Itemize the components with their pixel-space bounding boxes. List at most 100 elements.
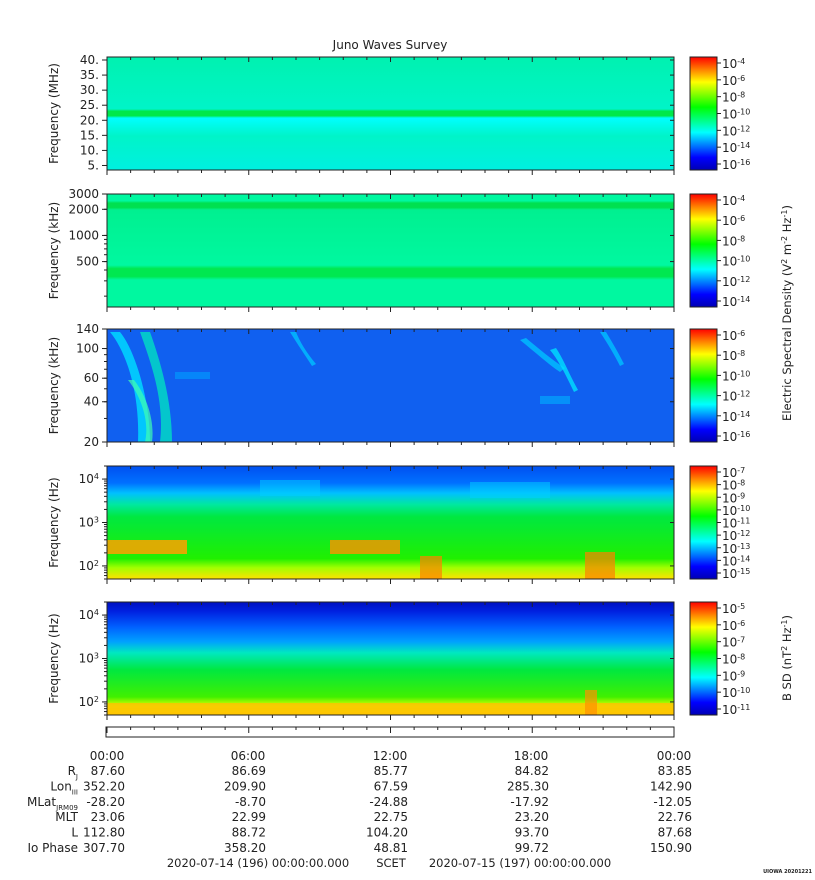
panel-3-image [107,466,674,579]
panel-0-cbar-tick-label: 10-4 [722,57,745,72]
panel-2-cbar-tick-label: 10-12 [722,389,750,404]
shared-cbar-part-4: Hz [780,218,794,236]
panel-0-ytick-label: 20. [80,113,99,127]
ephemeris-value: 84.82 [515,764,549,778]
panel-0-cbar-tick-label: 10-8 [722,90,745,105]
panel-0-cbar-tick-label: 10-10 [722,107,750,122]
panel-4-ytick-label: 103 [79,651,99,666]
time-tick-label: 00:00 [90,749,125,763]
ephemeris-value: 85.77 [374,764,408,778]
bsd-cbar-part-4: ) [780,615,794,620]
panel-0-cbar-tick-label: 10-16 [722,158,750,173]
panel-2-cbar-tick-label: 10-8 [722,349,745,364]
panel-4-ytick-label: 102 [79,694,99,709]
panel-3-colorbar-fill [689,465,718,580]
ephemeris-value: 285.30 [507,779,549,793]
ephemeris-value: 352.20 [83,779,125,793]
shared-cbar-part-1: 2 [780,259,789,264]
ephemeris-row-label: Io Phase [27,841,78,855]
panel-4-ylabel: Frequency (Hz) [47,613,61,704]
panel-2-cbar-tick-label: 10-14 [722,409,750,424]
panel-0-cbar-tick-label: 10-12 [722,124,750,139]
panel-4-cbar-tick-label: 10-10 [722,686,750,701]
ephemeris-value: -17.92 [510,795,549,809]
time-tick-label: 18:00 [514,749,549,763]
panel-1-ytick-label: 3000 [68,187,99,201]
panel-0-ytick-label: 25. [80,98,99,112]
shared-cbar-part-5: -1 [780,210,789,218]
panel-3-cbar-tick-label: 10-8 [722,478,745,493]
panel-0-ytick-label: 35. [80,68,99,82]
panel-0-ytick-label: 30. [80,83,99,97]
panel-2-ytick-label: 100 [76,342,99,356]
ephemeris-value: 22.99 [232,810,266,824]
time-tick-label: 00:00 [657,749,692,763]
panel-4-ytick-label: 104 [79,608,99,623]
panel-3-cbar-tick-label: 10-9 [722,491,745,506]
panel-1-colorbar: 10-4 10-6 10-8 10-10 10-12 10-14 [689,193,750,310]
bsd-cbar-part-1: 2 [780,646,789,651]
panel-0-ytick-label: 40. [80,53,99,67]
ephemeris-value: 99.72 [515,841,549,855]
ephemeris-value: 104.20 [366,826,408,840]
ephemeris-value: 112.80 [83,826,125,840]
panel-4-cbar-tick-label: 10-9 [722,669,745,684]
panel-0-ylabel: Frequency (MHz) [47,63,61,164]
ephemeris-value: 22.76 [658,810,692,824]
panel-1-cbar-tick-label: 10-10 [722,254,750,269]
panel-2-ytick-label: 40 [84,395,99,409]
ephemeris-value: 142.90 [650,779,692,793]
panel-1-colorbar-fill [689,193,718,308]
bsd-cbar-part-3: -1 [780,619,789,627]
panel-0-colorbar-fill [689,56,718,171]
panel-0-cbar-tick-label: 10-6 [722,73,745,88]
time-tick-label: 06:00 [231,749,266,763]
ephemeris-value: 87.60 [91,764,125,778]
panel-3-ytick-label: 104 [79,472,99,487]
panel-4-cbar-tick-label: 10-8 [722,652,745,667]
footer-left: 2020-07-14 (196) 00:00:00.000 [167,856,349,870]
panel-2-colorbar-fill [689,328,718,443]
ephemeris-value: 23.20 [515,810,549,824]
panel-4-colorbar-fill [689,601,718,716]
ephemeris-row-label: L [71,826,78,840]
panel-4-cbar-tick-label: 10-5 [722,602,745,617]
panel-4-cbar-tick-label: 10-6 [722,618,745,633]
ephemeris-row-label: MLatJRM09 [27,795,78,812]
panel-2-ytick-label: 140 [76,322,99,336]
panel-2-ytick-label: 60 [84,371,99,385]
panel-1-cbar-tick-label: 10-14 [722,295,750,310]
shared-cbar-part-0: Electric Spectral Density (V [780,264,794,421]
panel-1-image [107,194,674,307]
bsd-cbar-part-0: B SD (nT [780,650,794,701]
panel-3-cbar-tick-label: 10-12 [722,529,750,544]
footer-mid: SCET [376,856,407,870]
panel-4-cbar-tick-label: 10-7 [722,635,745,650]
panel-3-cbar-tick-label: 10-15 [722,567,750,582]
panel-4-image [107,602,674,715]
panel-2-ylabel: Frequency (kHz) [47,337,61,434]
panel-0-ytick-label: 15. [80,128,99,142]
panel-2-cbar-tick-label: 10-16 [722,430,750,445]
panel-0-image [107,57,674,170]
panel-1-ylabel: Frequency (kHz) [47,202,61,299]
panel-1-cbar-tick-label: 10-8 [722,234,745,249]
ephemeris-value: -8.70 [235,795,266,809]
bsd-cbar-part-2: Hz [780,627,794,645]
ephemeris-value: -24.88 [369,795,408,809]
panel-3-cbar-tick-label: 10-11 [722,516,750,531]
panel-4-colorbar: 10-510-6 10-7 10-8 10-9 10-10 10-11 [689,601,750,718]
panel-3-ytick-label: 102 [79,558,99,573]
panel-1-ytick-label: 500 [76,255,99,269]
panel-4-cbar-tick-label: 10-11 [722,703,750,718]
ephemeris-value: 307.70 [83,841,125,855]
panel-3-cbar-tick-label: 10-10 [722,503,750,518]
footer-right: 2020-07-15 (197) 00:00:00.000 [429,856,611,870]
panel-2-image [107,329,674,442]
panel-3-cbar-tick-label: 10-13 [722,541,750,556]
ephemeris-value: 86.69 [232,764,266,778]
panel-3-cbar-tick-label: 10-14 [722,554,750,569]
panel-0-colorbar: 10-410-6 10-8 10-10 10-12 10-14 10-16 [689,56,750,173]
